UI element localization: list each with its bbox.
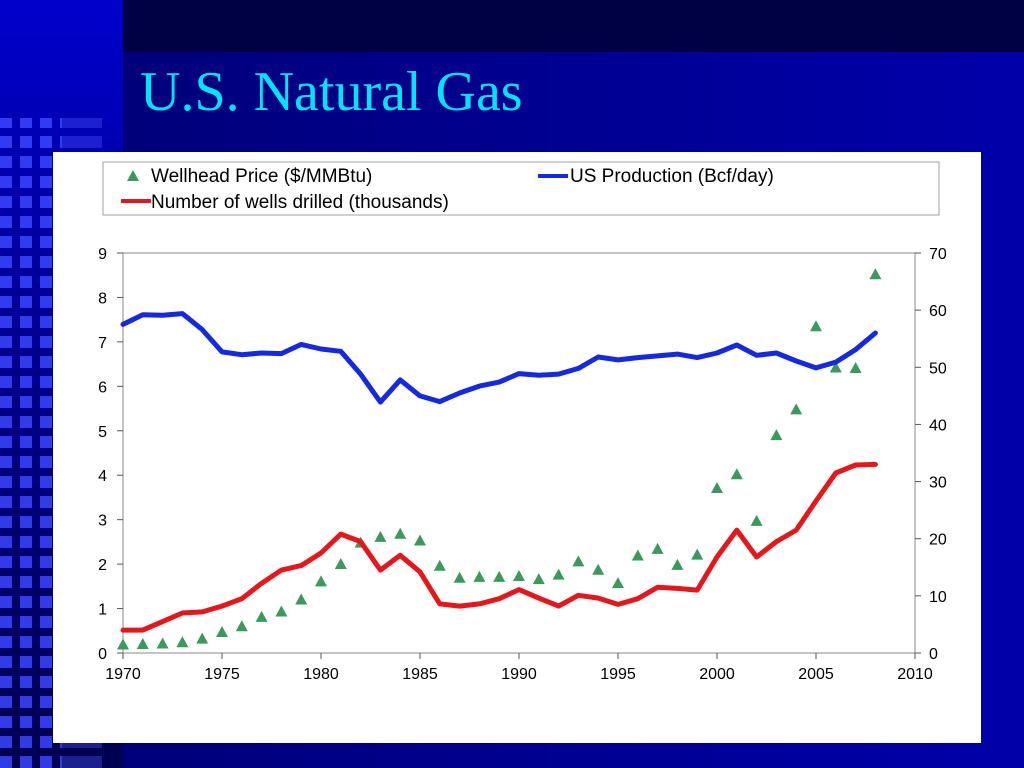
- price-point-1991: [532, 573, 545, 585]
- y-tick-label: 4: [98, 468, 107, 485]
- y-tick-label: 1: [98, 602, 107, 619]
- y-tick-label: 7: [98, 335, 107, 352]
- legend-label-production: US Production (Bcf/day): [570, 166, 774, 187]
- y2-tick-label: 30: [929, 475, 947, 492]
- x-tick-label: 1985: [402, 666, 438, 683]
- price-point-1983: [374, 530, 387, 542]
- price-point-2005: [810, 320, 822, 332]
- price-point-2003: [770, 429, 783, 441]
- legend-label-price: Wellhead Price ($/MMBtu): [151, 166, 372, 187]
- y2-tick-label: 60: [929, 303, 947, 320]
- price-point-2008: [869, 268, 882, 280]
- price-point-1986: [433, 559, 446, 571]
- price-point-1973: [176, 636, 189, 648]
- legend-item-price: Wellhead Price ($/MMBtu): [127, 166, 372, 187]
- price-point-1999: [691, 548, 704, 560]
- y2-tick-label: 20: [929, 532, 947, 549]
- y2-tick-label: 10: [929, 589, 947, 606]
- x-tick-label: 1970: [105, 666, 141, 683]
- price-point-1992: [552, 568, 565, 580]
- price-point-1972: [156, 637, 169, 649]
- price-point-1994: [592, 563, 605, 575]
- slide-title: U.S. Natural Gas: [140, 61, 523, 123]
- legend-item-production: US Production (Bcf/day): [538, 166, 774, 187]
- legend-box: [102, 161, 940, 216]
- chart-svg: Wellhead Price ($/MMBtu) US Production (…: [98, 161, 947, 683]
- price-point-2000: [711, 482, 723, 493]
- legend-label-wells: Number of wells drilled (thousands): [151, 192, 449, 213]
- price-point-2006: [829, 361, 842, 373]
- x-tick-label: 2010: [897, 666, 933, 683]
- price-point-1997: [651, 542, 664, 554]
- x-tick-label: 2000: [699, 666, 735, 683]
- price-point-1980: [315, 575, 327, 587]
- series-layer: [117, 268, 882, 650]
- price-point-1978: [275, 605, 288, 617]
- legend: Wellhead Price ($/MMBtu) US Production (…: [102, 161, 940, 216]
- price-point-1987: [453, 571, 466, 583]
- y2-tick-label: 50: [929, 360, 947, 377]
- axes: 1970 1975 1980 1985 1990 1995 2000 2005 20100123…: [98, 246, 947, 683]
- price-point-1981: [334, 558, 347, 569]
- price-point-1974: [196, 632, 209, 644]
- y2-tick-label: 70: [929, 246, 947, 263]
- price-point-2007: [849, 362, 862, 373]
- chart-panel: Wellhead Price ($/MMBtu) US Production (…: [53, 152, 981, 743]
- legend-item-wells: Number of wells drilled (thousands): [121, 192, 449, 213]
- y2-tick-label: 40: [929, 417, 947, 434]
- us-production-bcf-day-line: [120, 311, 878, 405]
- y-tick-label: 2: [98, 557, 107, 574]
- price-point-1971: [136, 638, 149, 649]
- price-point-2004: [790, 403, 803, 415]
- decorative-squares: [0, 118, 62, 768]
- x-tick-label: 2005: [798, 666, 834, 683]
- y-tick-label: 5: [98, 424, 107, 441]
- plot-area: [122, 252, 916, 654]
- price-point-1979: [295, 593, 308, 605]
- price-point-1977: [255, 610, 268, 622]
- x-tick-label: 1995: [600, 666, 636, 683]
- price-point-1988: [473, 570, 486, 582]
- x-tick-label: 1975: [204, 666, 240, 683]
- price-point-1993: [572, 555, 585, 567]
- price-point-1975: [216, 626, 228, 637]
- price-point-1996: [631, 549, 644, 561]
- y-tick-label: 8: [98, 290, 107, 307]
- price-point-2002: [750, 514, 763, 526]
- price-point-1990: [513, 570, 525, 581]
- price-point-2001: [730, 468, 743, 480]
- price-point-1989: [493, 570, 506, 582]
- price-point-1976: [235, 620, 248, 632]
- y-tick-label: 3: [98, 513, 107, 530]
- price-point-1984: [394, 527, 407, 539]
- triangle-marker-icon: [127, 170, 139, 181]
- price-point-1970: [117, 638, 129, 650]
- y-tick-label: 6: [98, 379, 107, 396]
- price-point-1995: [612, 577, 624, 589]
- x-tick-label: 1990: [501, 666, 537, 683]
- y-tick-label: 9: [98, 246, 107, 263]
- y2-tick-label: 0: [929, 646, 938, 663]
- y-tick-label: 0: [98, 646, 107, 663]
- price-point-1998: [671, 558, 684, 570]
- x-tick-label: 1980: [303, 666, 339, 683]
- price-point-1985: [414, 534, 426, 546]
- slide-background-top: [123, 0, 1024, 52]
- number-of-wells-drilled-thousands-line: [120, 461, 878, 633]
